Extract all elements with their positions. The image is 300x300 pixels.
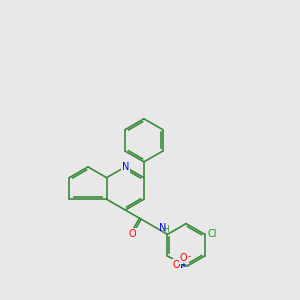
Text: H: H [163,225,169,234]
Text: Cl: Cl [207,230,217,239]
Text: +: + [180,262,186,268]
Text: N: N [158,223,166,233]
Text: -: - [188,252,190,261]
Text: N: N [176,260,184,270]
Text: O: O [180,253,188,263]
Text: O: O [129,229,136,239]
Text: N: N [122,162,129,172]
Text: O: O [172,260,180,270]
